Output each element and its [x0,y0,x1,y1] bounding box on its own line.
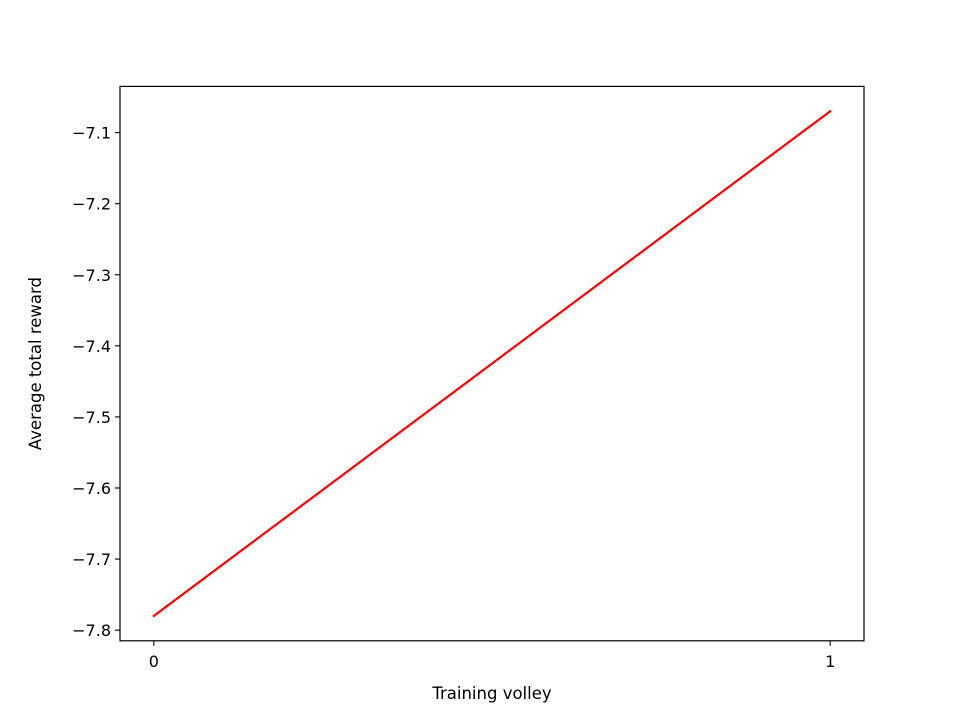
series-layer [152,109,832,618]
y-tick-label: −7.3 [72,266,111,285]
y-tick-label: −7.4 [72,337,111,356]
y-axis-ticks: −7.8 −7.7 −7.6 −7.5 −7.4 −7.3 −7.2 −7.1 [72,124,120,640]
y-axis-label: Average total reward [26,277,45,450]
y-tick-label: −7.8 [72,621,111,640]
series-line [152,109,832,618]
y-tick-label: −7.7 [72,550,111,569]
y-tick-label: −7.2 [72,195,111,214]
x-tick-label: 0 [149,652,159,671]
y-tick-label: −7.5 [72,408,111,427]
plot-area-frame [119,85,865,642]
x-tick-label: 1 [825,652,835,671]
x-axis-label: Training volley [431,684,552,703]
y-tick-label: −7.1 [72,124,111,143]
y-tick-label: −7.6 [72,479,111,498]
